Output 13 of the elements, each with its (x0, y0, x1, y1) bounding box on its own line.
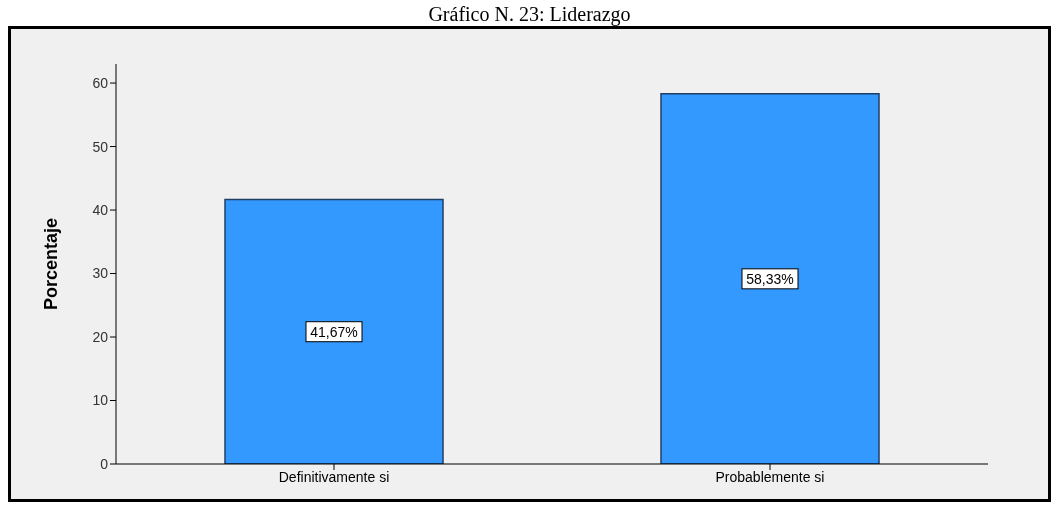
chart-title: Gráfico N. 23: Liderazgo (427, 2, 632, 26)
y-tick-label: 60 (92, 75, 109, 92)
data-label: 41,67% (310, 323, 358, 340)
y-axis-title: Porcentaje (41, 217, 62, 311)
y-tick-label: 30 (92, 265, 109, 282)
x-tick-label: Probablemente si (715, 468, 825, 485)
data-label: 58,33% (746, 270, 794, 287)
y-tick-label: 50 (92, 138, 109, 155)
y-tick-label: 0 (100, 455, 109, 472)
y-tick-label: 20 (92, 328, 109, 345)
y-tick-label: 10 (92, 392, 109, 409)
x-tick-label: Definitivamente si (278, 468, 390, 485)
y-tick-label: 40 (92, 202, 109, 218)
